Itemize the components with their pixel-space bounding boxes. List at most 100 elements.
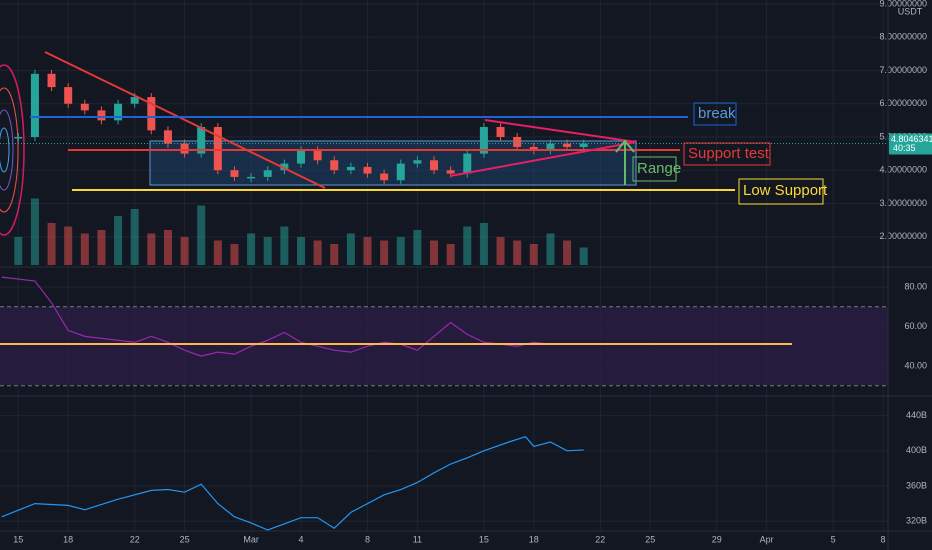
volume-bar — [479, 223, 488, 265]
candle — [163, 130, 172, 144]
candle — [330, 160, 339, 171]
x-tick-label: 5 — [831, 534, 836, 544]
x-tick-label: Apr — [760, 534, 774, 544]
candle — [496, 127, 505, 137]
candle — [313, 150, 322, 161]
volume-bar — [147, 233, 156, 265]
volume-bar — [114, 216, 123, 265]
low-support-label: Low Support — [743, 182, 828, 199]
candle — [197, 127, 206, 154]
x-tick-label: 18 — [63, 534, 73, 544]
low-support-box — [738, 178, 824, 205]
x-tick-label: Mar — [243, 534, 259, 544]
volume-bar — [396, 237, 405, 265]
y-tick-label: 2.00000000 — [879, 231, 927, 241]
candle — [563, 143, 572, 147]
volume-bar — [197, 205, 206, 265]
candle — [130, 97, 139, 104]
triangle-lower — [449, 141, 637, 177]
candle — [579, 143, 588, 147]
range-box — [149, 140, 637, 186]
y-tick-label: 7.00000000 — [879, 65, 927, 75]
grid — [0, 0, 888, 531]
volume-bar — [313, 240, 322, 265]
y-tick-label: 360B — [906, 480, 927, 490]
volume-bar — [563, 240, 572, 265]
y-tick-label: 9.00000000 — [879, 0, 927, 8]
support-label: Support test — [688, 145, 770, 162]
x-tick-label: 25 — [180, 534, 190, 544]
range-label: Range — [637, 160, 681, 177]
volume-bar — [579, 247, 588, 265]
volume-bar — [413, 230, 422, 265]
volume-bar — [80, 233, 89, 265]
circle — [0, 127, 10, 173]
volume-bar — [30, 198, 39, 265]
trendline — [44, 51, 326, 189]
break-label: break — [698, 105, 736, 122]
circle — [0, 109, 14, 191]
volume-bar — [263, 237, 272, 265]
x-tick-label: 8 — [881, 534, 886, 544]
y-tick-label: 6.00000000 — [879, 98, 927, 108]
volume-bar — [330, 244, 339, 265]
volume-bar — [430, 240, 439, 265]
volume-bar — [14, 237, 23, 265]
arrow-head — [615, 139, 635, 153]
volume-bar — [47, 223, 56, 265]
y-tick-label: 40.00 — [904, 360, 927, 370]
candle — [513, 136, 522, 147]
candle — [147, 97, 156, 131]
y-tick-label: 3.00000000 — [879, 198, 927, 208]
volume-bar — [363, 237, 372, 265]
candle — [114, 103, 123, 121]
x-tick-label: 15 — [13, 534, 23, 544]
candle — [263, 170, 272, 177]
circle — [0, 87, 19, 213]
x-tick-label: 29 — [712, 534, 722, 544]
candle — [64, 87, 73, 104]
range-label-box — [632, 156, 677, 182]
x-tick-label: 8 — [365, 534, 370, 544]
volume-bar — [496, 237, 505, 265]
volume-bar — [296, 237, 305, 265]
volume-bar — [180, 237, 189, 265]
volume-bar — [163, 230, 172, 265]
x-tick-label: 4 — [298, 534, 303, 544]
candle — [546, 143, 555, 151]
volume-bar — [247, 233, 256, 265]
x-tick-label: 25 — [645, 534, 655, 544]
volume-bar — [546, 233, 555, 265]
x-tick-label: 22 — [595, 534, 605, 544]
break-box — [693, 102, 737, 126]
left-circles — [0, 64, 25, 236]
triangle-upper — [484, 119, 637, 143]
x-tick-label: 15 — [479, 534, 489, 544]
candle — [14, 136, 23, 139]
candle — [47, 73, 56, 88]
volume-bar — [463, 226, 472, 265]
y-tick-label: 80.00 — [904, 281, 927, 291]
candle — [363, 166, 372, 174]
y-tick-label: 8.00000000 — [879, 32, 927, 42]
candle — [247, 176, 256, 179]
candle — [180, 143, 189, 154]
candle — [430, 160, 439, 171]
candle — [479, 127, 488, 154]
volume-bar — [230, 244, 239, 265]
y-tick-label: 440B — [906, 410, 927, 420]
y-tick-label: 400B — [906, 445, 927, 455]
candle — [213, 127, 222, 171]
rsi-band — [0, 307, 888, 385]
candle — [529, 146, 538, 151]
indicator-line — [1, 436, 584, 531]
candle — [413, 160, 422, 164]
support-box — [683, 142, 771, 166]
volume-bar — [97, 230, 106, 265]
candle — [396, 163, 405, 181]
volume-bar — [213, 240, 222, 265]
x-tick-label: 11 — [413, 534, 422, 544]
